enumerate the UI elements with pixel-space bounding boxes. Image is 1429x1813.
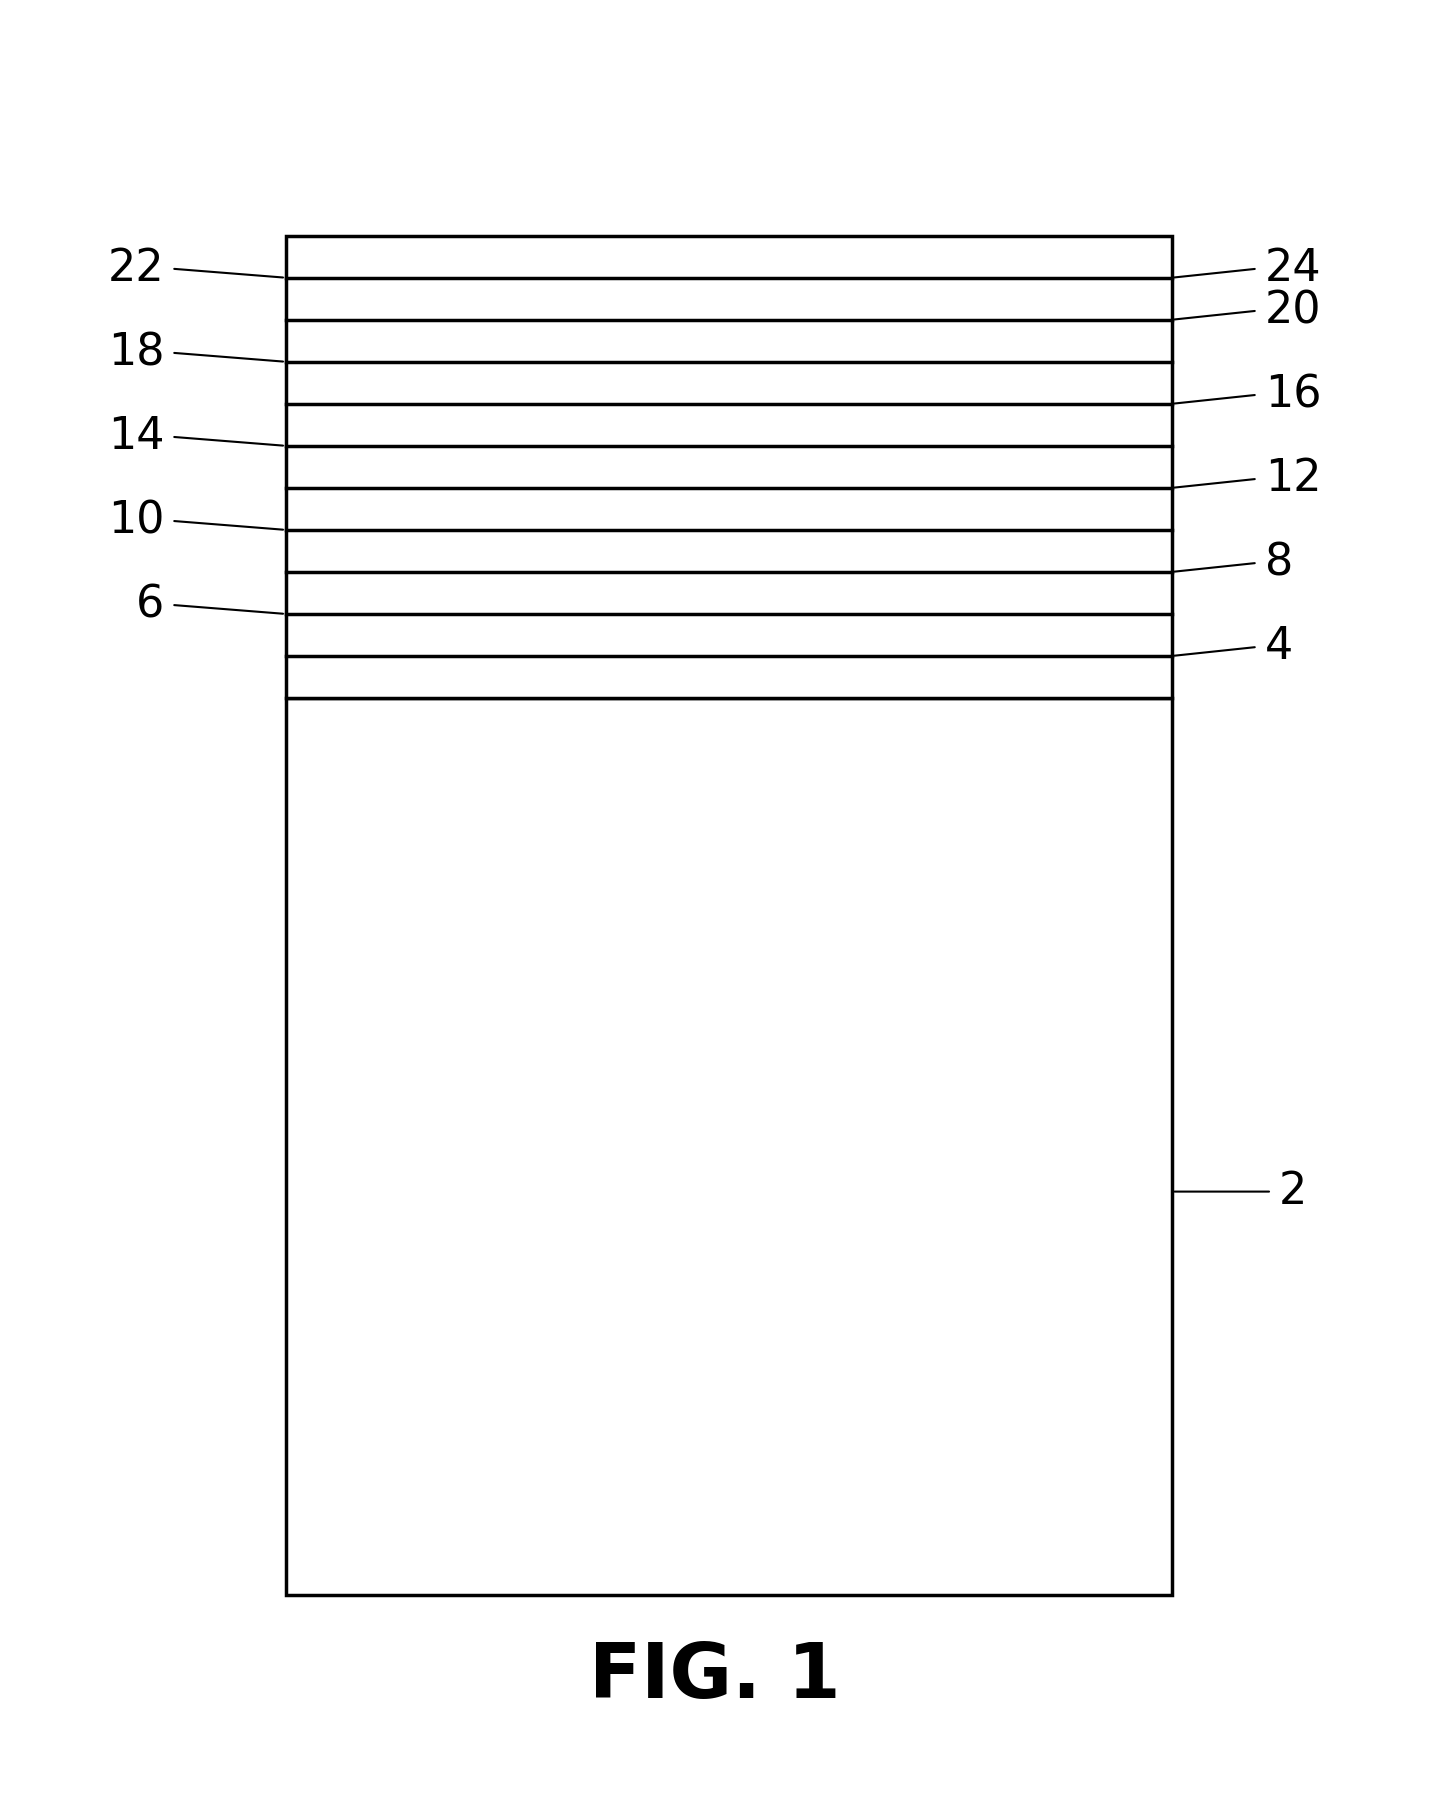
Text: 4: 4 <box>1265 625 1293 669</box>
Text: 24: 24 <box>1265 247 1322 290</box>
Text: 10: 10 <box>107 499 164 542</box>
Text: 6: 6 <box>136 584 164 625</box>
Text: 16: 16 <box>1265 373 1322 417</box>
Text: 22: 22 <box>107 247 164 290</box>
Text: 20: 20 <box>1265 290 1322 332</box>
Text: 8: 8 <box>1265 542 1293 584</box>
Text: FIG. 1: FIG. 1 <box>589 1641 840 1713</box>
Text: 14: 14 <box>107 415 164 459</box>
Text: 12: 12 <box>1265 457 1322 500</box>
Text: 2: 2 <box>1279 1169 1308 1213</box>
Bar <box>286 236 1172 698</box>
Text: 18: 18 <box>107 332 164 373</box>
Bar <box>286 698 1172 1595</box>
